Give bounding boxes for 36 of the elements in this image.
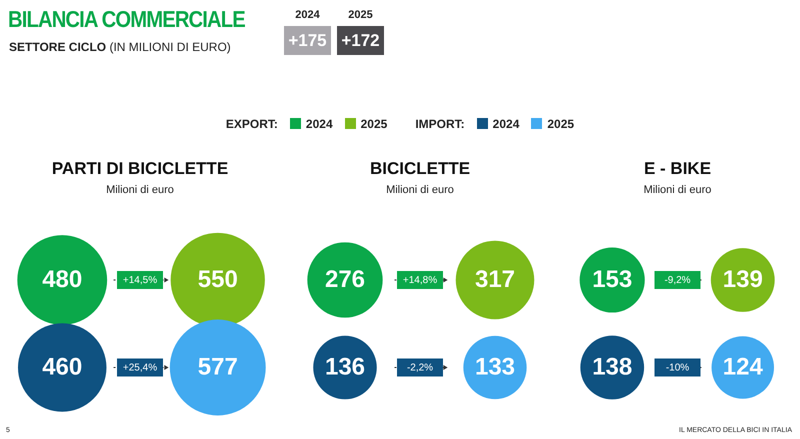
text: Milioni di euro (106, 184, 174, 196)
category-label: 2025 (347, 9, 374, 21)
category-label: 2024 (294, 9, 321, 21)
category-label: 2024 (492, 117, 520, 131)
text: -10% (666, 362, 690, 374)
data-label: 460 (42, 354, 82, 380)
text: Milioni di euro (386, 184, 454, 196)
text: +175 (288, 31, 327, 50)
text: E - BIKE (644, 159, 712, 178)
category-label: 2025 (360, 117, 388, 131)
data-label: 577 (198, 354, 238, 380)
text: PARTI DI BICICLETTE (52, 159, 228, 178)
data-label: 124 (722, 354, 764, 380)
text: -9,2% (664, 275, 691, 286)
text: -2,2% (406, 362, 434, 374)
data-label: 136 (324, 354, 366, 380)
data-label: 133 (474, 354, 516, 380)
data-label: 153 (592, 266, 632, 293)
text: +25,4% (122, 362, 158, 374)
data-label: 480 (42, 266, 82, 293)
text: Milioni di euro (644, 184, 712, 196)
category-label: 2025 (547, 117, 574, 131)
text: SETTORE CICLO (IN MILIONI DI EURO) (9, 40, 231, 54)
text: BICICLETTE (370, 159, 470, 178)
text: EXPORT: (226, 117, 278, 131)
category-label: 2024 (306, 117, 333, 131)
text: +14,5% (122, 275, 158, 286)
data-label: 276 (324, 266, 366, 293)
text: +14,8% (402, 275, 438, 286)
data-label: 317 (474, 266, 516, 293)
text: +172 (341, 31, 380, 50)
text: IMPORT: (415, 117, 465, 131)
data-label: 139 (722, 266, 763, 293)
data-label: 138 (592, 354, 632, 380)
data-label: 550 (198, 266, 238, 293)
text: BILANCIA COMMERCIALE (8, 6, 245, 33)
